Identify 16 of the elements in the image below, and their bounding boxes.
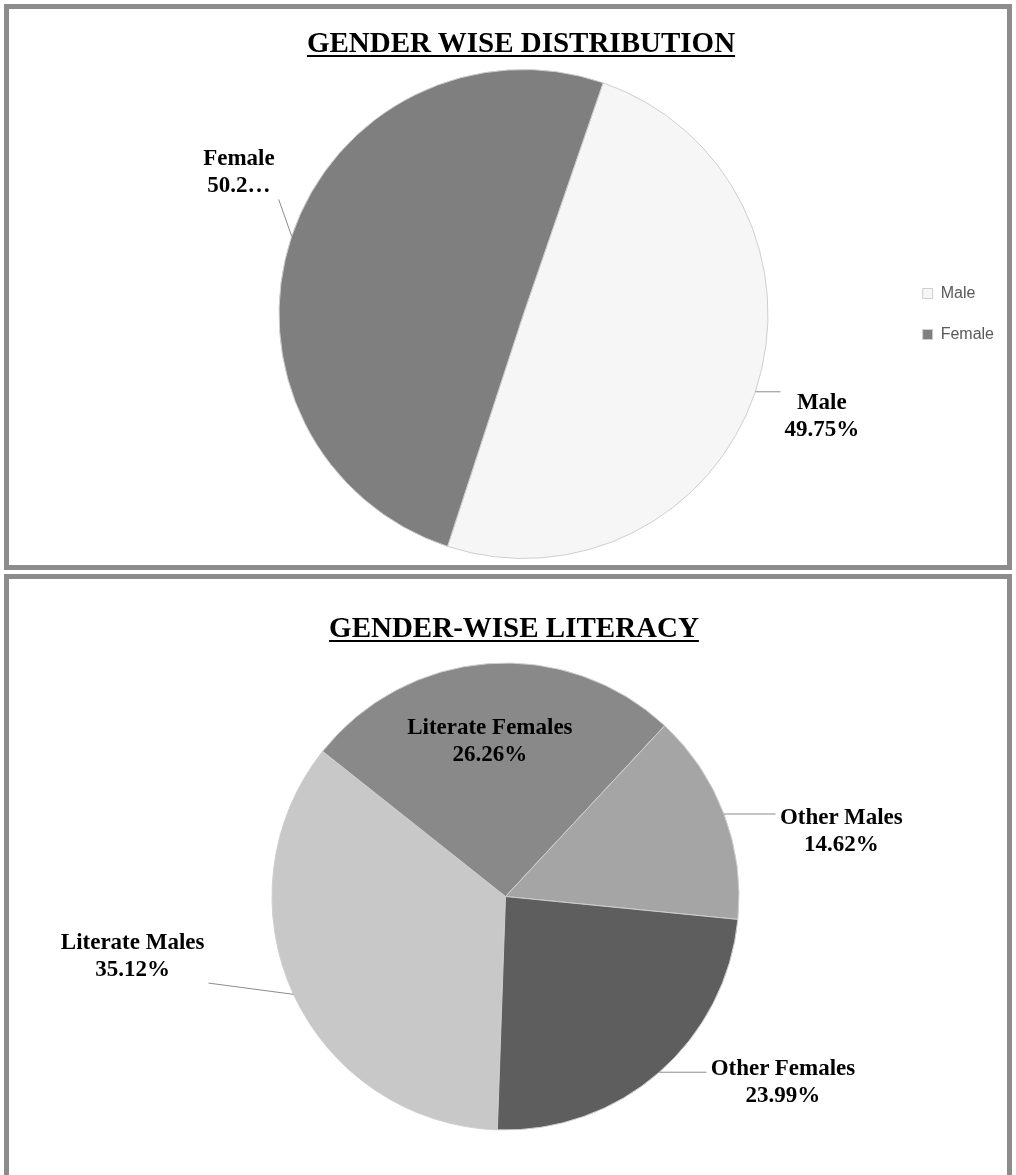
slice-label: Literate Males [60,928,205,954]
slice-label: Literate Females [407,714,573,740]
legend-label: Male [940,283,976,301]
data-label: 49.75% [784,415,860,441]
slice-label: Other Females [710,1054,856,1080]
legend-label: Female [940,324,995,342]
data-label: 35.12% [95,955,171,981]
data-label: 23.99% [745,1081,821,1107]
chart-title: GENDER-WISE LITERACY [328,610,700,644]
slice-label: Male [796,388,847,414]
data-label: 50.2… [207,171,271,197]
chart-title: GENDER WISE DISTRIBUTION [305,25,737,59]
slice-label: Female [203,144,275,170]
data-label: 14.62% [803,830,879,856]
slice-label: Other Males [779,803,903,829]
data-label: 26.26% [452,741,528,767]
